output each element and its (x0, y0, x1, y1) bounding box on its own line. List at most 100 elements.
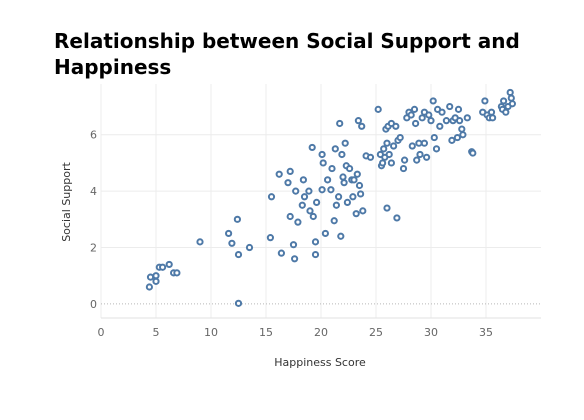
scatter-point (341, 139, 349, 147)
scatter-point (294, 218, 302, 226)
x-tick-label: 0 (98, 326, 105, 339)
scatter-point (358, 122, 366, 130)
scatter-point (267, 193, 276, 201)
scatter-point (306, 207, 314, 215)
scatter-point (354, 117, 362, 125)
scatter-point (319, 159, 327, 167)
scatter-point (393, 214, 401, 222)
scatter-point (448, 136, 456, 144)
scatter-point (289, 241, 298, 249)
y-tick-label: 2 (90, 242, 97, 255)
scatter-point (506, 88, 514, 97)
scatter-point (340, 179, 348, 187)
scatter-point (429, 97, 437, 105)
scatter-point (234, 250, 243, 259)
scatter-point (446, 102, 454, 111)
scatter-point (438, 108, 446, 116)
scatter-point (228, 239, 236, 247)
scatter-point (401, 156, 409, 164)
scatter-point (159, 263, 167, 271)
scatter-point (309, 212, 317, 221)
scatter-point (284, 179, 292, 187)
scatter-point (355, 181, 364, 190)
scatter-point (396, 133, 404, 142)
scatter-point (387, 159, 395, 167)
scatter-point (430, 133, 438, 142)
scatter-point (286, 167, 294, 175)
scatter-point (165, 260, 173, 269)
axes: 0 5 10 15 20 25 30 35 0 2 4 6 (90, 129, 541, 339)
scatter-point (463, 114, 471, 122)
scatter-point (383, 139, 391, 147)
scatter-point (366, 153, 375, 161)
scatter-point (413, 156, 421, 164)
scatter-point (311, 238, 320, 246)
scatter-point (432, 145, 441, 153)
scatter-point (324, 176, 332, 184)
scatter-point (410, 105, 419, 113)
scatter-point (399, 164, 408, 173)
scatter-point (359, 207, 367, 215)
scatter-point (225, 229, 233, 238)
scatter-point (418, 114, 426, 122)
scatter-point (338, 150, 346, 159)
scatter-point (453, 133, 461, 142)
scatter-point (454, 105, 463, 113)
scatter-point (313, 198, 321, 207)
scatter-point (423, 153, 431, 161)
scatter-point (234, 299, 243, 307)
scatter-point (346, 164, 354, 173)
scatter-point (300, 193, 309, 201)
scatter-point (350, 176, 358, 184)
scatter-point (336, 119, 344, 128)
scatter-point (299, 176, 307, 184)
scatter-point (416, 150, 424, 159)
x-tick-label: 30 (424, 326, 438, 339)
scatter-point (353, 170, 361, 178)
scatter-point (500, 97, 508, 105)
scatter-point (481, 97, 489, 105)
scatter-point (335, 193, 343, 201)
gridlines (100, 84, 541, 318)
scatter-point (337, 232, 345, 240)
scatter-point (343, 198, 351, 207)
data-points (145, 88, 517, 307)
scatter-point (321, 229, 329, 238)
y-tick-label: 0 (90, 298, 97, 311)
scatter-point (277, 249, 285, 257)
scatter-point (349, 193, 357, 201)
scatter-point (456, 117, 464, 125)
scatter-point (305, 187, 313, 195)
x-tick-label: 15 (259, 326, 273, 339)
scatter-point (318, 150, 326, 159)
scatter-point (291, 255, 299, 263)
scatter-point (352, 210, 360, 218)
scatter-point (379, 159, 387, 167)
x-tick-label: 20 (314, 326, 328, 339)
x-tick-label: 35 (479, 326, 493, 339)
y-axis-title: Social Support (60, 162, 73, 242)
scatter-point (146, 273, 155, 281)
scatter-point (390, 142, 398, 150)
scatter-point (374, 105, 382, 113)
scatter-point (286, 212, 294, 221)
x-axis-title: Happiness Score (274, 356, 366, 369)
scatter-point (442, 117, 450, 125)
scatter-point (357, 190, 365, 198)
y-tick-label: 6 (90, 129, 97, 142)
scatter-point (152, 277, 160, 285)
scatter-point (328, 164, 336, 173)
scatter-point (487, 108, 496, 116)
scatter-point (331, 145, 339, 153)
scatter-point (508, 100, 517, 108)
scatter-point (292, 187, 300, 195)
x-tick-label: 10 (204, 326, 218, 339)
x-tick-label: 25 (369, 326, 383, 339)
scatter-point (502, 108, 510, 116)
scatter-point (489, 114, 497, 122)
scatter-point (408, 142, 416, 150)
scatter-point (425, 111, 433, 119)
scatter-point (469, 149, 477, 157)
scatter-point (145, 283, 153, 291)
